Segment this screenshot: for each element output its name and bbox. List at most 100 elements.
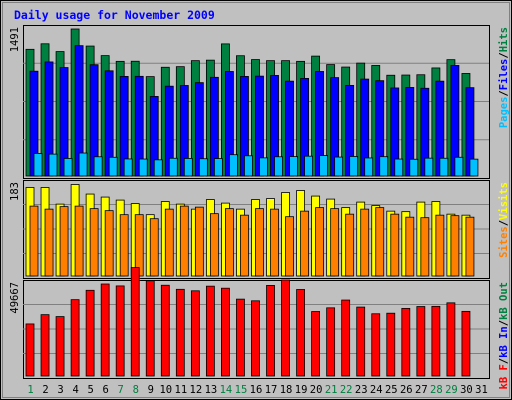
bar: [194, 206, 204, 277]
x-tick-label: 2: [42, 384, 48, 396]
bar: [251, 300, 260, 377]
series-kb-f: [25, 267, 471, 377]
bar: [439, 157, 449, 177]
bar: [209, 213, 219, 277]
bar: [356, 306, 366, 377]
bar: [435, 214, 445, 277]
bar: [409, 158, 419, 177]
bar: [274, 156, 283, 177]
bar: [296, 289, 305, 377]
bar: [160, 284, 170, 377]
bar: [33, 153, 43, 177]
bar: [334, 156, 344, 177]
legend-item: Files: [498, 59, 510, 91]
bar: [450, 215, 460, 277]
bar: [74, 205, 84, 277]
panel-legend: Sites/Visits: [498, 182, 510, 258]
x-tick-label: 18: [280, 384, 293, 396]
x-tick-label: 9: [148, 384, 154, 396]
bar: [119, 214, 129, 277]
bar: [40, 314, 50, 377]
bar: [59, 206, 69, 277]
bar: [465, 216, 475, 277]
bar: [360, 208, 370, 277]
bar: [145, 280, 155, 377]
bar: [70, 299, 80, 377]
bar: [221, 287, 230, 377]
legend-item: /: [498, 90, 510, 96]
bar: [164, 208, 174, 277]
legend-item: Hits: [498, 27, 510, 52]
x-tick-label: 19: [295, 384, 308, 396]
bar: [259, 157, 268, 177]
x-tick-label: 11: [175, 384, 188, 396]
chart-panels: 1491Pages/Files/Hits183Sites/Visits49667…: [9, 25, 510, 390]
bar: [44, 208, 54, 277]
bar: [104, 210, 114, 277]
bar: [48, 153, 58, 177]
bar: [244, 155, 253, 177]
bar: [236, 298, 245, 377]
x-tick-label: 10: [159, 384, 172, 396]
bar: [175, 288, 185, 377]
bar: [229, 154, 238, 177]
x-tick-label: 13: [205, 384, 218, 396]
legend-item: kB In: [498, 326, 510, 358]
legend-item: Visits: [498, 182, 510, 220]
panel-legend: Pages/Files/Hits: [498, 27, 510, 128]
bar: [424, 157, 434, 177]
bar: [29, 205, 39, 277]
bar: [454, 156, 464, 177]
x-tick-labels: 1 2 3 4 5 6 7 8 9 10 11 12 13 14 15 16 17 18 19 20 21 22 23 24 2…: [27, 384, 487, 396]
x-tick-label: 4: [72, 384, 78, 396]
bar: [345, 213, 355, 277]
x-tick-label: 28: [430, 384, 443, 396]
bar: [319, 155, 329, 177]
bar: [405, 216, 415, 277]
bar: [153, 159, 163, 177]
legend-item: /: [498, 220, 510, 226]
bar: [311, 311, 321, 377]
bar: [281, 279, 290, 377]
bar: [213, 158, 223, 177]
bar: [341, 299, 351, 377]
chart-title: Daily usage for November 2009: [14, 8, 215, 22]
x-tick-label: 26: [400, 384, 413, 396]
x-tick-label: 12: [190, 384, 203, 396]
bar: [255, 208, 264, 277]
x-tick-label: 29: [445, 384, 458, 396]
bar: [93, 156, 103, 177]
x-tick-label: 27: [415, 384, 428, 396]
bar: [134, 214, 144, 277]
x-tick-label: 17: [265, 384, 278, 396]
bar: [115, 285, 125, 377]
panel-max-label: 183: [9, 182, 21, 201]
panel-max-label: 1491: [9, 27, 21, 52]
bar: [190, 290, 200, 377]
bar: [285, 216, 294, 277]
bar: [379, 156, 389, 177]
bar: [461, 310, 471, 377]
panel-legend: kB F/kB In/kB Out: [498, 282, 510, 390]
x-tick-label: 20: [310, 384, 323, 396]
bar: [78, 152, 88, 177]
bar: [123, 158, 133, 177]
x-tick-label: 25: [385, 384, 398, 396]
bar: [431, 305, 441, 377]
x-tick-label: 16: [250, 384, 263, 396]
bar: [401, 307, 411, 377]
x-tick-label: 22: [340, 384, 353, 396]
x-tick-label: 30: [460, 384, 473, 396]
bar: [364, 157, 374, 177]
x-tick-label: 1: [27, 384, 33, 396]
bar: [100, 283, 110, 377]
bar: [55, 316, 65, 377]
bar: [300, 210, 309, 277]
bar: [225, 208, 234, 277]
bar: [394, 158, 404, 177]
x-tick-label: 21: [325, 384, 338, 396]
bar: [198, 158, 208, 177]
